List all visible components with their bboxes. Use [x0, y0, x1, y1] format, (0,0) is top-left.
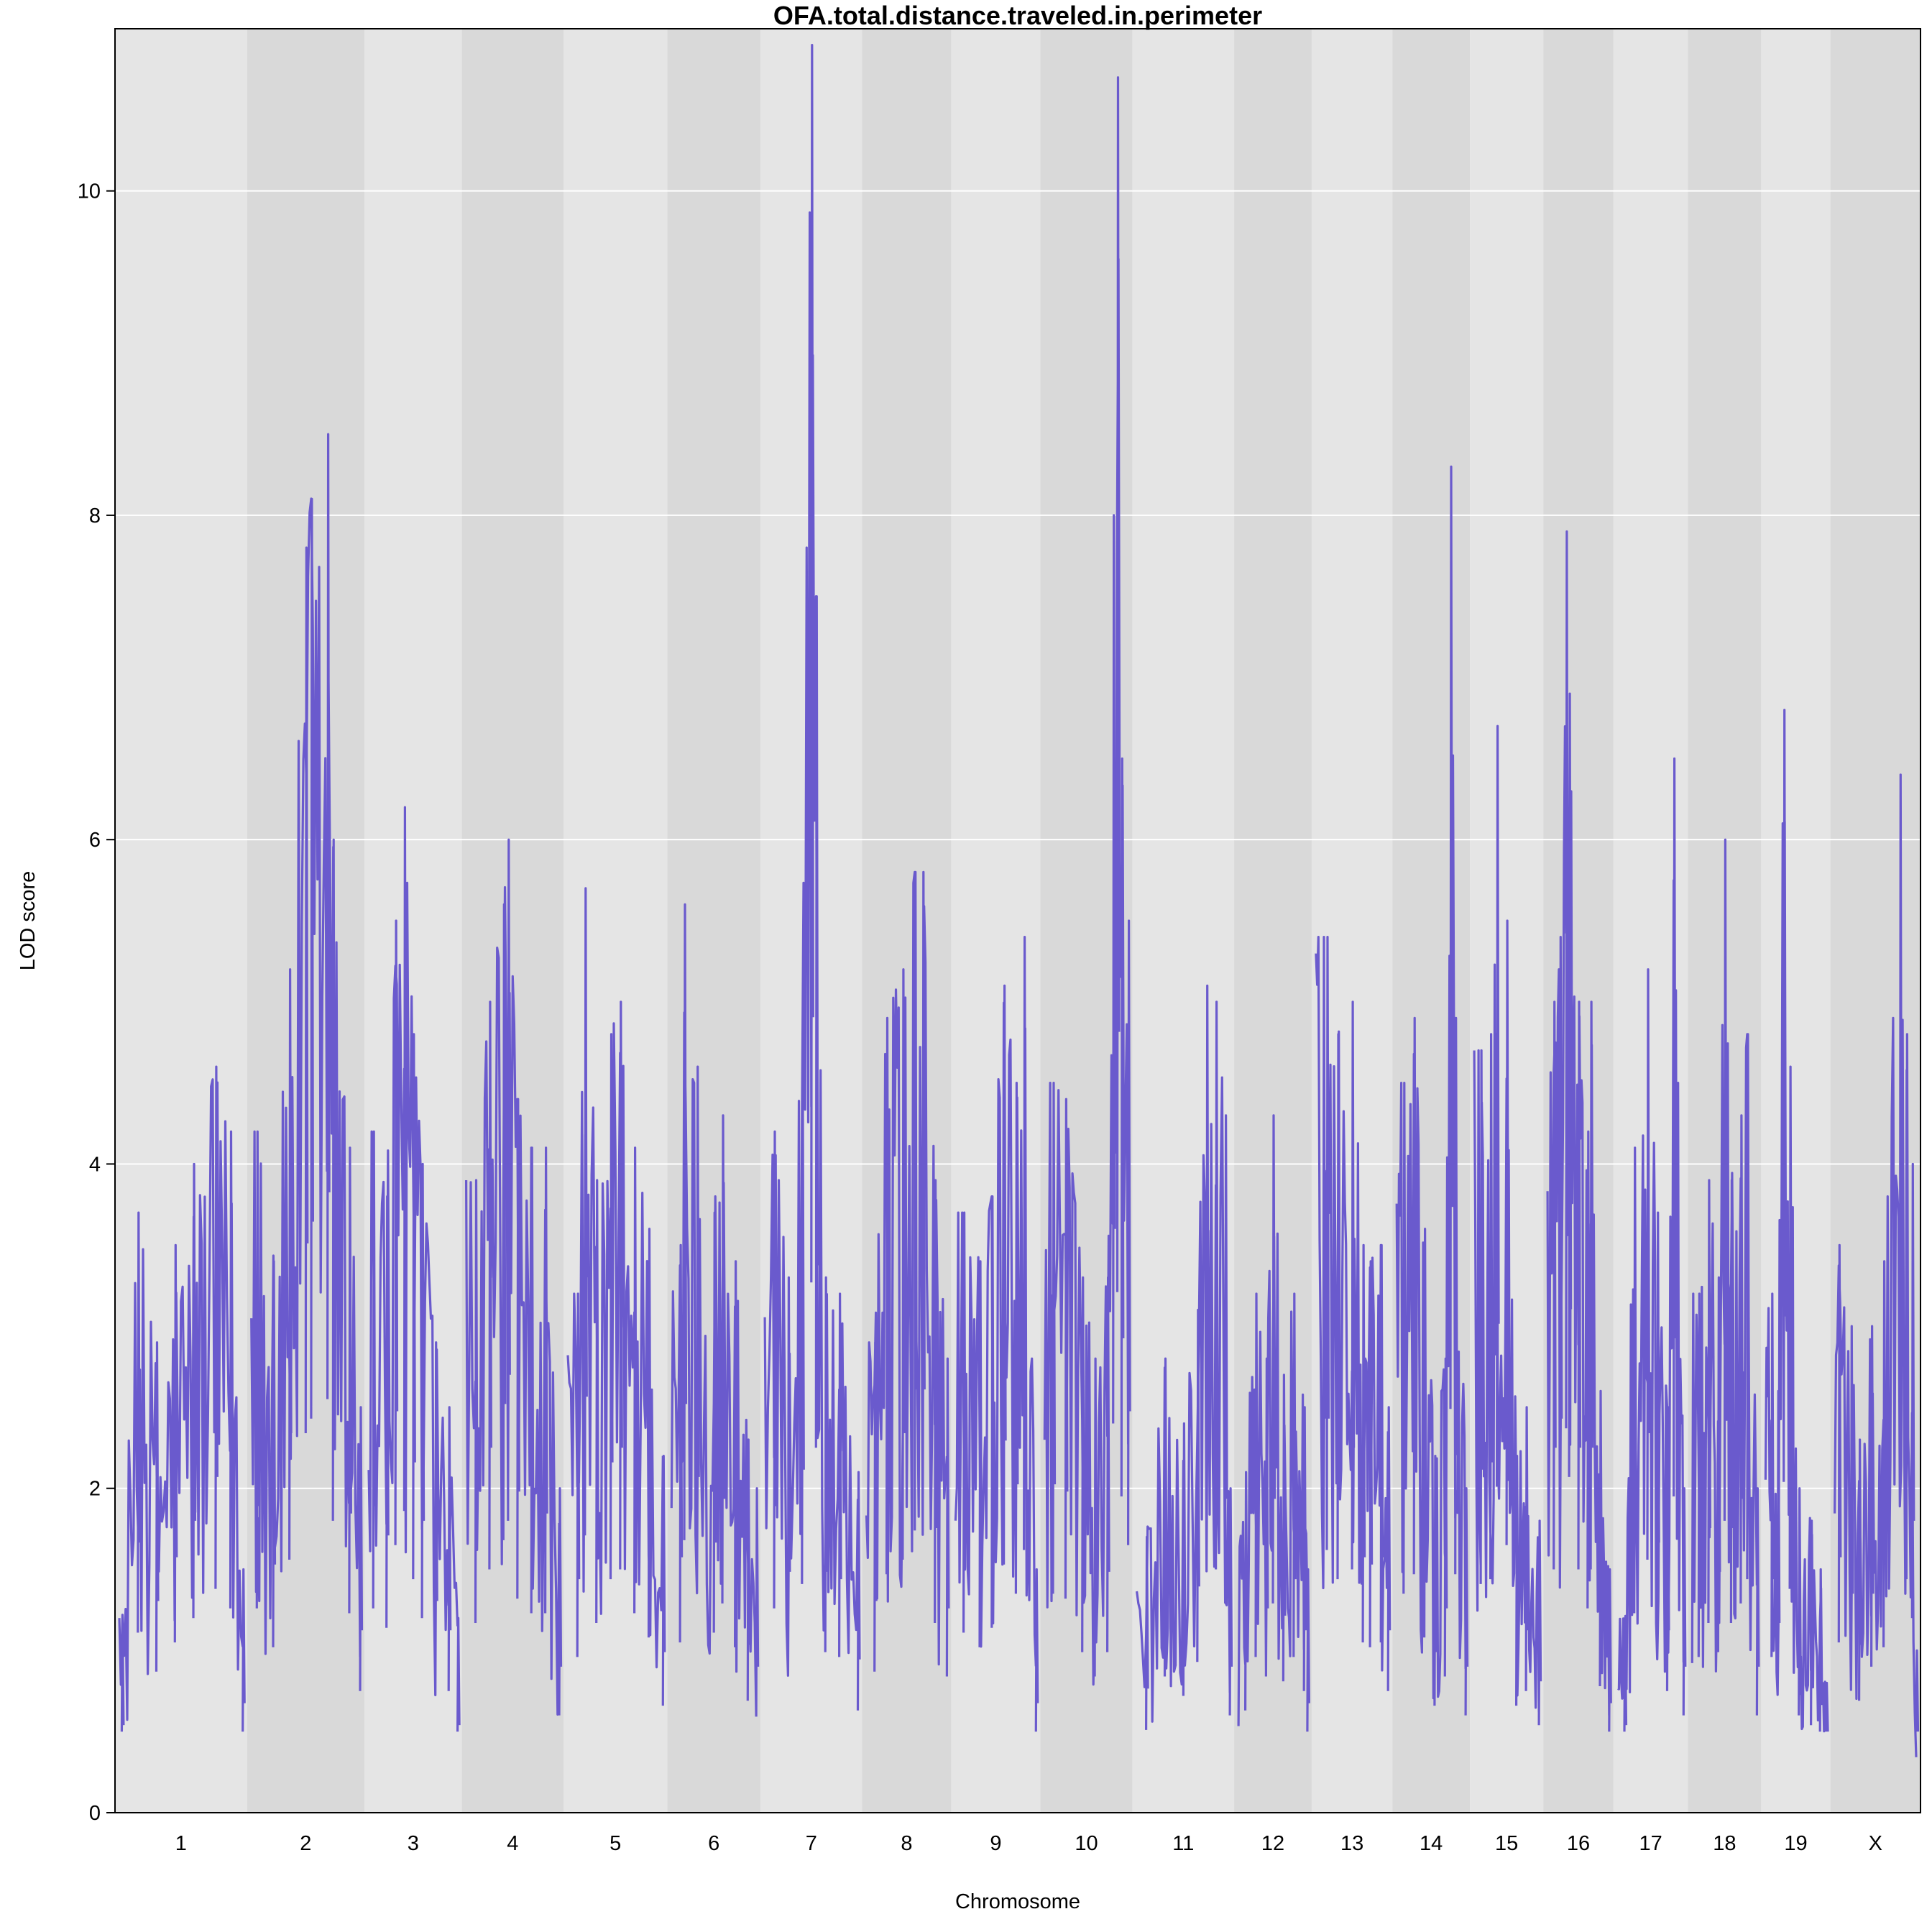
x-tick-label-chr-6: 6: [708, 1832, 719, 1855]
lod-line-chr-6: [670, 903, 760, 1717]
x-tick-label-chr-9: 9: [990, 1832, 1001, 1855]
lod-line-chr-10: [1043, 76, 1131, 1686]
x-tick-label-chr-11: 11: [1172, 1832, 1194, 1855]
x-axis-label: Chromosome: [955, 1890, 1080, 1913]
lod-series: [118, 44, 1920, 1757]
lod-line-chr-17: [1617, 757, 1687, 1732]
lod-line-chr-13: [1315, 936, 1392, 1691]
y-tick-label: 4: [89, 1153, 101, 1176]
plot-frame: [114, 28, 1921, 1813]
lod-line-chr-3: [367, 806, 461, 1732]
y-tick-label: 2: [89, 1478, 101, 1501]
x-tick-label-chr-16: 16: [1567, 1832, 1590, 1855]
x-tick-label-chr-7: 7: [806, 1832, 817, 1855]
y-tick-label: 8: [89, 505, 101, 528]
y-axis-label: LOD score: [17, 871, 40, 971]
band-chr-4: [461, 29, 564, 1813]
lod-line-chr-1: [118, 1065, 246, 1732]
lod-line-chr-8: [865, 870, 950, 1677]
x-tick-label-chr-4: 4: [507, 1832, 518, 1855]
lod-line-chr-14: [1395, 465, 1469, 1716]
y-tick-label: 10: [78, 180, 101, 203]
band-chr-1: [115, 29, 247, 1813]
x-tick-label-chr-17: 17: [1639, 1832, 1662, 1855]
x-tick-label-chr-14: 14: [1420, 1832, 1443, 1855]
lod-line-chr-12: [1237, 1114, 1310, 1732]
x-tick-label-chr-19: 19: [1784, 1832, 1807, 1855]
x-tick-label-chr-2: 2: [300, 1832, 311, 1855]
x-tick-label-chr-13: 13: [1340, 1832, 1363, 1855]
x-tick-label-chr-5: 5: [610, 1832, 621, 1855]
y-tick-label: 0: [89, 1802, 101, 1825]
lod-line-chr-18: [1690, 838, 1760, 1716]
lod-line-chr-11: [1136, 984, 1233, 1730]
lod-line-chr-2: [250, 433, 364, 1691]
lod-line-chr-X: [1834, 773, 1920, 1757]
lod-line-chr-15: [1473, 724, 1542, 1726]
x-tick-label-chr-1: 1: [175, 1832, 187, 1855]
x-tick-label-chr-3: 3: [408, 1832, 419, 1855]
chart-title: OFA.total.distance.traveled.in.perimeter: [773, 1, 1262, 30]
x-tick-label-chr-18: 18: [1713, 1832, 1736, 1855]
lod-line-chr-4: [465, 838, 563, 1716]
lod-line-chr-9: [954, 936, 1039, 1732]
y-tick-label: 6: [89, 829, 101, 852]
x-tick-label-chr-X: X: [1869, 1832, 1882, 1855]
y-axis: 0 2 4 6 8 10: [78, 180, 115, 1825]
x-axis: 1 2 3 4 5 6 7 8 9 10 11 12 13 14 15 16 17 18 19 X: [175, 1832, 1882, 1855]
x-tick-label-chr-10: 10: [1075, 1832, 1098, 1855]
band-chr-14: [1392, 29, 1471, 1813]
lod-line-chr-19: [1764, 709, 1829, 1733]
lod-line-chr-16: [1546, 530, 1612, 1732]
x-tick-label-chr-12: 12: [1261, 1832, 1284, 1855]
x-tick-label-chr-15: 15: [1495, 1832, 1518, 1855]
x-tick-label-chr-8: 8: [901, 1832, 912, 1855]
lod-line-chr-7: [763, 44, 861, 1711]
lod-line-chr-5: [566, 887, 666, 1706]
